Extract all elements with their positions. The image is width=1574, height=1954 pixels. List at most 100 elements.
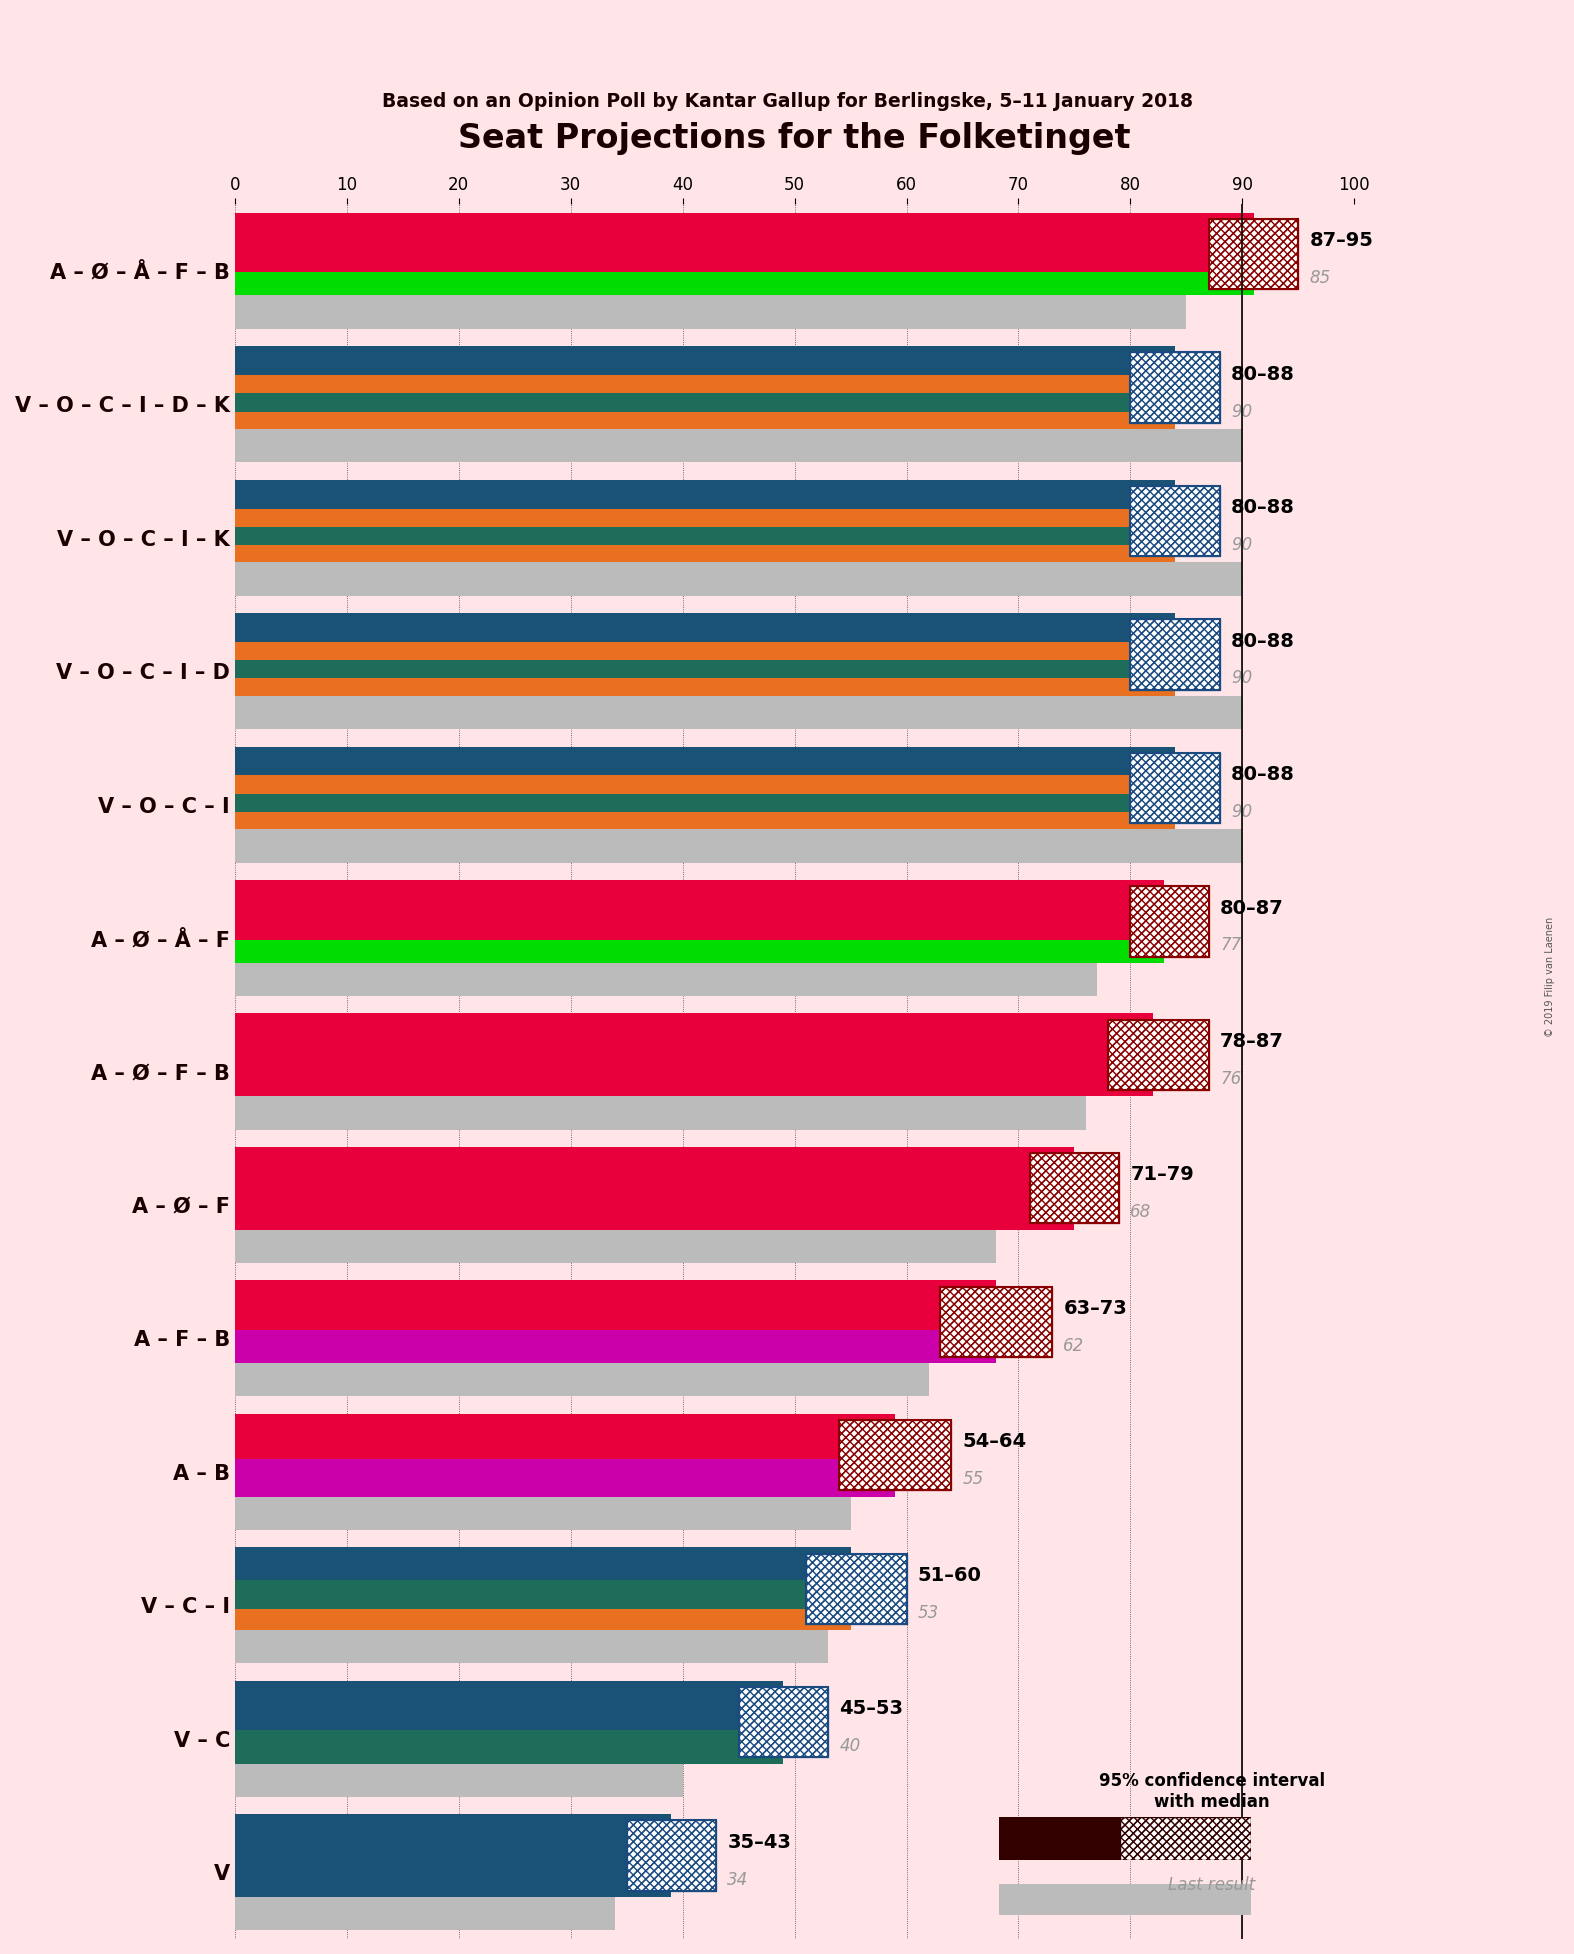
Bar (235, 1630, 828, 1663)
Bar (1130, 619, 1220, 690)
Bar (235, 508, 1176, 528)
Bar (235, 412, 1176, 430)
Bar (1108, 1020, 1209, 1090)
Bar (1130, 752, 1220, 823)
Text: 80–88: 80–88 (1231, 365, 1295, 383)
Text: 95% confidence interval
with median: 95% confidence interval with median (1099, 1772, 1325, 1811)
Text: 85: 85 (1310, 270, 1330, 287)
Bar (1130, 619, 1220, 690)
Bar (839, 1421, 951, 1491)
Bar (235, 1460, 896, 1497)
Bar (940, 1286, 1051, 1356)
Bar (235, 346, 1176, 375)
Text: 54–64: 54–64 (963, 1432, 1026, 1452)
Bar (1130, 352, 1220, 422)
Bar (235, 213, 1253, 272)
Bar (1130, 752, 1220, 823)
Text: 62: 62 (1064, 1337, 1084, 1354)
Bar (235, 963, 1097, 997)
Bar (1209, 219, 1299, 289)
Text: © 2019 Filip van Laenen: © 2019 Filip van Laenen (1546, 916, 1555, 1038)
Bar (235, 1610, 850, 1630)
Bar (235, 678, 1176, 696)
Bar (738, 1686, 828, 1757)
Bar (1209, 219, 1299, 289)
Bar (235, 776, 1176, 793)
Bar (1108, 1020, 1209, 1090)
Bar (940, 1286, 1051, 1356)
Text: 71–79: 71–79 (1130, 1165, 1195, 1184)
Bar (235, 295, 1187, 328)
Bar (235, 1497, 850, 1530)
Bar (235, 430, 1242, 463)
Bar (1121, 1817, 1251, 1860)
Bar (235, 545, 1176, 563)
Bar (235, 1897, 615, 1931)
Bar (806, 1553, 907, 1624)
Bar (1209, 219, 1299, 289)
Bar (1130, 887, 1209, 957)
Bar (235, 1548, 850, 1581)
Bar (235, 828, 1242, 862)
Bar (235, 696, 1242, 729)
Bar (235, 393, 1176, 412)
Bar (235, 1415, 896, 1460)
Text: 68: 68 (1130, 1204, 1152, 1221)
Text: 80–88: 80–88 (1231, 631, 1295, 651)
Bar (235, 563, 1242, 596)
Bar (1029, 1153, 1119, 1223)
Bar (738, 1686, 828, 1757)
Text: 87–95: 87–95 (1310, 231, 1374, 250)
Bar (235, 528, 1176, 545)
Text: 35–43: 35–43 (727, 1833, 792, 1852)
Text: 63–73: 63–73 (1064, 1299, 1127, 1317)
Bar (235, 643, 1176, 660)
Bar (1130, 752, 1220, 823)
Bar (806, 1553, 907, 1624)
Bar (1130, 487, 1220, 557)
Bar (738, 1686, 828, 1757)
Title: Seat Projections for the Folketinget: Seat Projections for the Folketinget (458, 123, 1130, 156)
Bar (1130, 487, 1220, 557)
Bar (1108, 1020, 1209, 1090)
Text: Last result: Last result (1168, 1876, 1256, 1893)
Bar (235, 1229, 996, 1262)
Text: 78–87: 78–87 (1220, 1032, 1284, 1051)
Bar (1029, 1153, 1119, 1223)
Bar (235, 813, 1176, 828)
Text: 55: 55 (963, 1469, 984, 1489)
Bar (1130, 352, 1220, 422)
Bar (235, 1764, 683, 1798)
Bar (235, 1331, 996, 1364)
Bar (1130, 887, 1209, 957)
Bar (1130, 619, 1220, 690)
Text: 80–88: 80–88 (1231, 766, 1295, 784)
Bar (235, 660, 1176, 678)
Bar (235, 1581, 850, 1610)
Bar (235, 272, 1253, 295)
Text: 90: 90 (1231, 803, 1253, 821)
Bar (940, 1286, 1051, 1356)
Text: 77: 77 (1220, 936, 1242, 954)
Bar (626, 1821, 716, 1891)
Text: 90: 90 (1231, 403, 1253, 420)
Bar (1130, 887, 1209, 957)
Text: 90: 90 (1231, 535, 1253, 555)
Bar (999, 1817, 1121, 1860)
Text: 34: 34 (727, 1870, 749, 1890)
Text: 53: 53 (918, 1604, 940, 1622)
Bar (1130, 487, 1220, 557)
Bar (1029, 1153, 1119, 1223)
Bar (235, 479, 1176, 508)
Text: 40: 40 (839, 1737, 861, 1755)
Bar (235, 1680, 784, 1731)
Text: 51–60: 51–60 (918, 1565, 982, 1585)
Bar (235, 614, 1176, 643)
Bar (235, 1014, 1152, 1096)
Bar (235, 793, 1176, 813)
Bar (1130, 352, 1220, 422)
Text: 80–88: 80–88 (1231, 498, 1295, 518)
Bar (235, 1364, 929, 1397)
Bar (235, 1813, 672, 1897)
Bar (235, 746, 1176, 776)
